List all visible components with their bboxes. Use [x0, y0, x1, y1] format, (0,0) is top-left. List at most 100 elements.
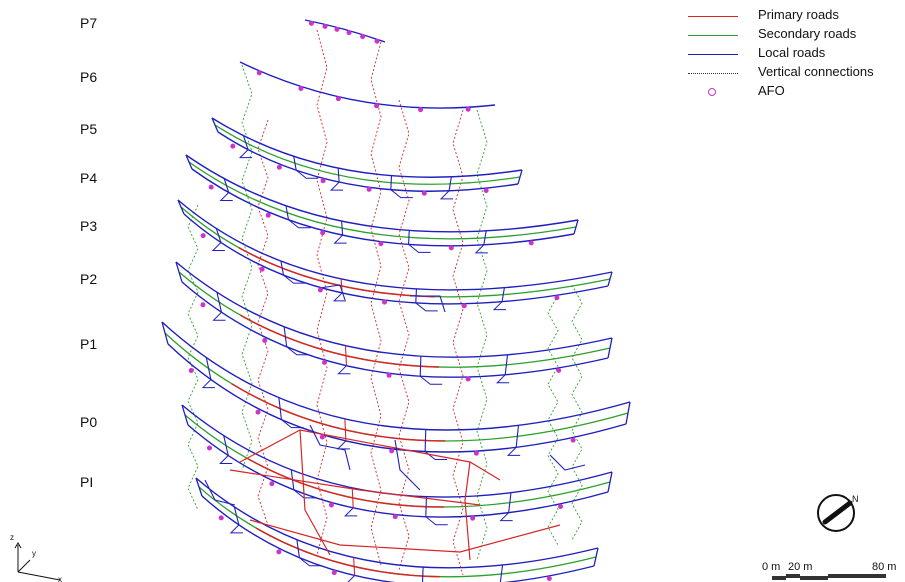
primary-road	[240, 314, 440, 368]
secondary-road	[178, 271, 611, 368]
afo-marker	[276, 549, 282, 555]
primary-road	[464, 461, 471, 561]
road-link	[344, 345, 348, 366]
afo-marker	[308, 20, 314, 26]
level-p6-roads	[239, 61, 496, 109]
level-p3-roads	[177, 199, 613, 312]
road-link	[390, 175, 393, 190]
local-road	[217, 131, 519, 192]
local-road	[281, 419, 304, 429]
axis-z-label: z	[10, 533, 14, 542]
road-link	[278, 397, 283, 420]
local-road	[390, 189, 413, 199]
local-road	[607, 471, 613, 493]
afo-marker	[265, 212, 271, 218]
road-link	[508, 492, 512, 513]
road-link	[425, 496, 428, 517]
primary-road	[231, 383, 446, 442]
local-road	[195, 477, 599, 569]
road-link	[499, 564, 504, 582]
afo-marker	[334, 26, 340, 32]
local-road	[167, 343, 627, 453]
local-road	[295, 169, 319, 179]
legend-swatch-local	[688, 54, 738, 55]
local-road	[573, 219, 579, 235]
local-road	[175, 261, 613, 358]
legend-item-primary-roads: Primary roads	[688, 7, 903, 25]
afo-marker	[200, 302, 206, 308]
vertical-connection	[316, 29, 328, 556]
legend-label-primary: Primary roads	[758, 7, 839, 22]
afo-marker	[470, 515, 476, 521]
level-label-p6: P6	[80, 69, 98, 85]
vertical-connection	[241, 64, 253, 471]
secondary-road	[214, 124, 521, 185]
legend-item-secondary-roads: Secondary roads	[688, 26, 903, 44]
local-road	[344, 507, 358, 517]
afo-marker	[255, 409, 261, 415]
local-road	[517, 169, 523, 185]
road-link	[285, 205, 290, 220]
afo-marker	[558, 503, 564, 509]
road-link	[419, 356, 422, 377]
afo-marker	[208, 184, 214, 190]
local-road	[283, 274, 306, 284]
level-p5-roads	[211, 117, 523, 200]
afo-marker	[230, 143, 236, 149]
local-road	[177, 199, 613, 291]
primary-road	[249, 519, 561, 553]
level-label-p0: P0	[80, 414, 98, 430]
local-road	[161, 321, 631, 431]
vertical-connections	[187, 29, 583, 576]
road-link	[205, 357, 212, 380]
local-road	[474, 244, 488, 254]
local-road	[299, 557, 322, 567]
afo-marker	[473, 450, 479, 456]
primary-road	[238, 247, 435, 298]
afo-marker	[259, 266, 265, 272]
afo-marker	[554, 295, 560, 301]
legend-label-secondary: Secondary roads	[758, 26, 857, 41]
road-link	[341, 221, 344, 236]
level-p1-roads	[161, 321, 631, 461]
local-road	[492, 301, 507, 311]
level-label-p5: P5	[80, 121, 98, 137]
legend-swatch-afo	[708, 88, 716, 96]
afo-marker	[319, 434, 325, 440]
road-link	[216, 292, 223, 313]
local-road	[201, 379, 215, 389]
afo-marker	[331, 570, 337, 576]
local-road	[410, 295, 446, 313]
road-link	[515, 425, 520, 448]
local-road	[337, 365, 351, 375]
afo-marker	[317, 287, 323, 293]
local-road	[607, 337, 613, 359]
local-road	[219, 192, 233, 202]
compass-north-label: N	[852, 494, 859, 504]
local-road	[549, 454, 586, 471]
afo-marker	[328, 502, 334, 508]
local-road	[415, 302, 438, 312]
afo-marker	[374, 103, 380, 109]
scale-bar: 0 m 20 m 80 m	[762, 561, 896, 580]
secondary-road	[184, 414, 611, 508]
local-road	[593, 547, 599, 567]
local-road	[229, 524, 243, 534]
afo-marker	[528, 240, 534, 246]
level-label-p7: P7	[80, 15, 98, 31]
afo-marker	[269, 481, 275, 487]
local-road	[183, 213, 609, 305]
afo-marker	[389, 448, 395, 454]
legend-item-local-roads: Local roads	[688, 45, 903, 63]
afo-marker	[382, 299, 388, 305]
primary-road-grid	[204, 284, 586, 561]
afo-marker	[206, 445, 212, 451]
legend-item-vertical-connections: Vertical connections	[688, 64, 903, 82]
legend-swatch-vertical	[688, 73, 738, 74]
afo-marker	[335, 96, 341, 102]
level-p0-roads	[181, 404, 613, 526]
local-road	[238, 149, 253, 159]
legend-swatch-primary	[688, 16, 738, 17]
local-road	[187, 424, 609, 518]
road-link	[344, 418, 347, 441]
